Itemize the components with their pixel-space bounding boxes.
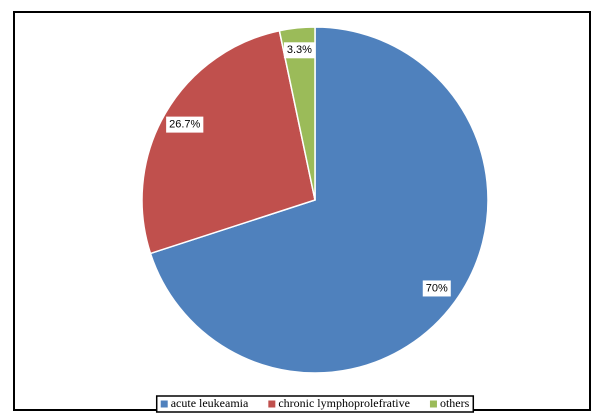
pie-slice	[278, 26, 316, 201]
legend-box	[155, 395, 475, 413]
legend-swatch	[429, 400, 437, 408]
legend: acute leukeamia chronic lymphoprolefrativ…	[155, 395, 475, 413]
data-label: 70%	[422, 280, 451, 297]
data-label: 3.3%	[283, 42, 315, 59]
data-label-text: 26.7%	[169, 119, 200, 131]
data-label-text: 3.3%	[287, 44, 312, 56]
legend-label: others	[440, 396, 470, 410]
data-label-box	[283, 42, 315, 59]
legend-swatch	[160, 400, 168, 408]
legend-label: chronic lymphoprolefrative	[278, 396, 410, 410]
data-label-box	[422, 280, 451, 297]
data-label-text: 70%	[426, 282, 448, 294]
data-label: 26.7%	[166, 116, 204, 133]
legend-swatch	[268, 400, 276, 408]
pie-slice	[149, 26, 489, 374]
data-label-box	[166, 116, 204, 133]
legend-label: acute leukeamia	[171, 396, 249, 410]
pie-slice	[141, 29, 316, 255]
